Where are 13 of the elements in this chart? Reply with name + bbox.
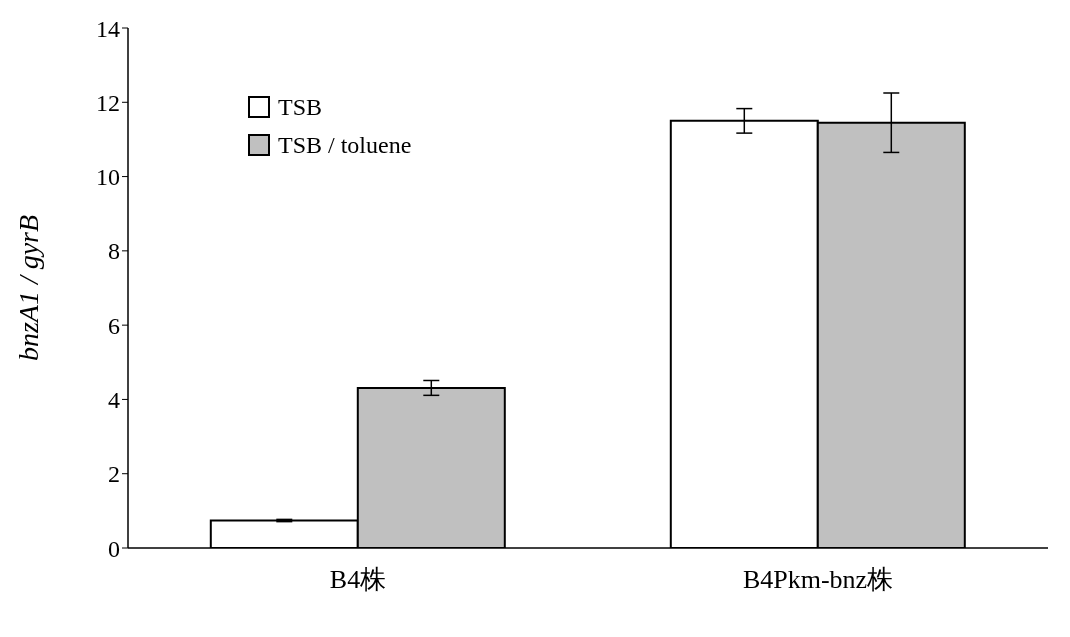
y-tick-label: 14 [96,15,120,42]
y-tick-label: 8 [108,238,120,265]
legend-label: TSB / toluene [278,131,412,160]
y-tick-label: 0 [108,535,120,562]
y-tick-label: 4 [108,386,120,413]
legend-label: TSB [278,93,323,122]
x-tick-label: B4Pkm-bnz株 [742,565,894,595]
y-tick-label: 10 [96,164,120,191]
y-axis-title: bnzA1 / gyrB [12,214,44,362]
y-tick-label: 6 [108,312,120,339]
y-tick-label: 2 [108,461,120,488]
y-tick-label: 12 [96,89,120,116]
x-tick-label: B4株 [329,565,387,595]
